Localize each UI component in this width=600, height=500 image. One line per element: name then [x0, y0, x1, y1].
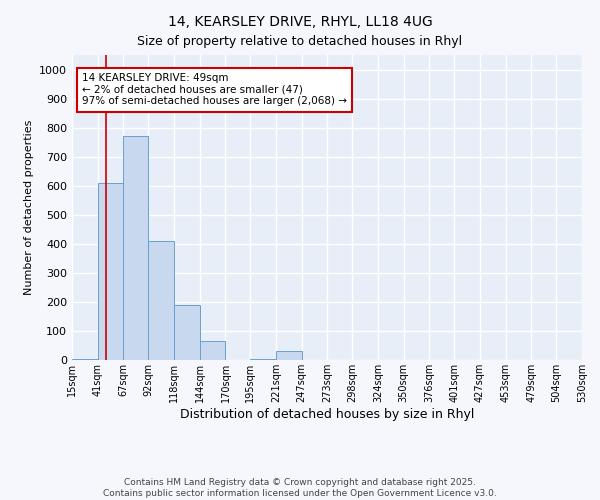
Bar: [200, 341, 226, 360]
Bar: [250, 358, 276, 360]
Bar: [72, 358, 98, 360]
Bar: [276, 352, 302, 360]
Y-axis label: Number of detached properties: Number of detached properties: [23, 120, 34, 295]
Bar: [124, 136, 148, 360]
Text: Size of property relative to detached houses in Rhyl: Size of property relative to detached ho…: [137, 35, 463, 48]
Text: Contains HM Land Registry data © Crown copyright and database right 2025.
Contai: Contains HM Land Registry data © Crown c…: [103, 478, 497, 498]
Text: 14 KEARSLEY DRIVE: 49sqm
← 2% of detached houses are smaller (47)
97% of semi-de: 14 KEARSLEY DRIVE: 49sqm ← 2% of detache…: [82, 74, 347, 106]
Bar: [174, 305, 200, 360]
Bar: [148, 241, 174, 360]
X-axis label: Distribution of detached houses by size in Rhyl: Distribution of detached houses by size …: [180, 408, 474, 420]
Bar: [98, 183, 124, 360]
Text: 14, KEARSLEY DRIVE, RHYL, LL18 4UG: 14, KEARSLEY DRIVE, RHYL, LL18 4UG: [167, 15, 433, 29]
